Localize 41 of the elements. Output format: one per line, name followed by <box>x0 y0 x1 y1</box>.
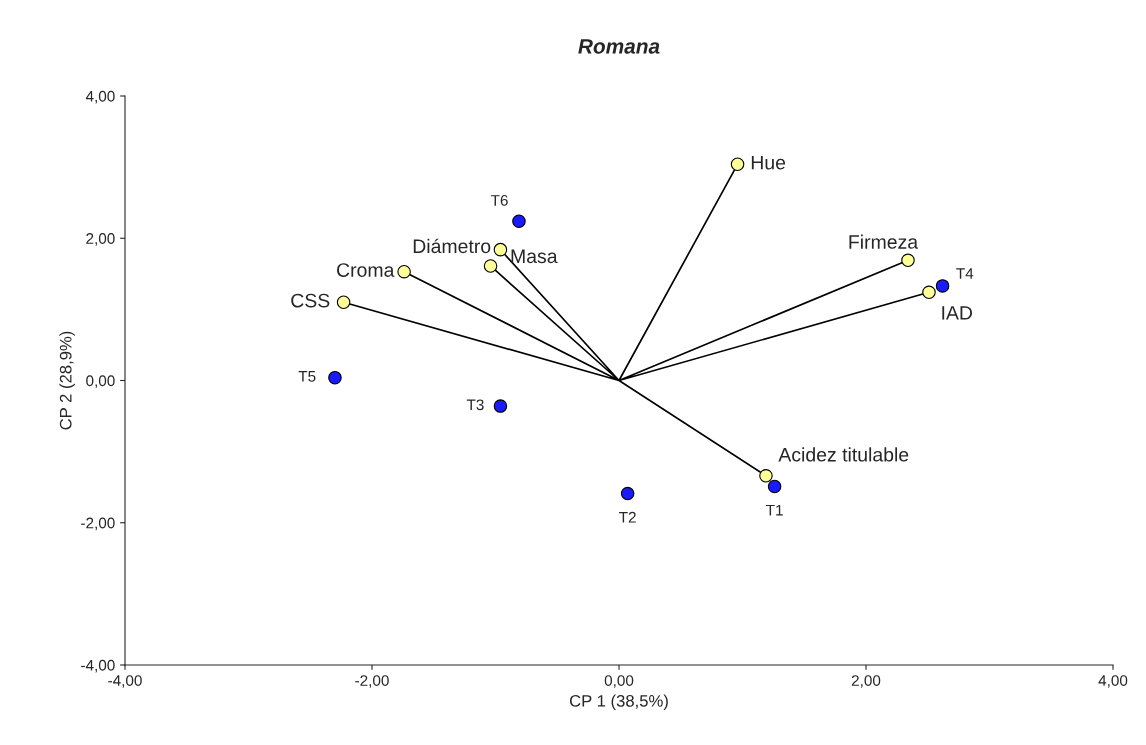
data-label: T5 <box>298 371 316 382</box>
point <box>493 242 508 257</box>
y-tick-label: 4,00 <box>85 90 115 104</box>
data-label: Acidez titulable <box>778 447 909 462</box>
data-label: Diámetro <box>413 238 491 254</box>
chart-title: Romana <box>578 39 660 54</box>
x-tick-label: -2,00 <box>355 675 389 688</box>
point <box>730 157 745 172</box>
x-tick-label: 2,00 <box>851 675 881 688</box>
data-label: Croma <box>337 263 395 277</box>
y-tick-label: 2,00 <box>86 233 115 246</box>
x-tick-label: 0,00 <box>604 675 634 688</box>
x-tick-label: 4,00 <box>1098 675 1128 688</box>
point <box>328 370 342 385</box>
point <box>935 279 950 293</box>
point <box>397 264 411 279</box>
data-label: IAD <box>942 306 973 320</box>
point <box>620 486 635 501</box>
point <box>336 295 351 310</box>
data-label: T3 <box>466 399 484 411</box>
data-label: T2 <box>619 511 636 523</box>
data-label: T1 <box>766 504 783 516</box>
data-label: CSS <box>291 293 330 308</box>
point <box>493 399 508 413</box>
y-tick-label: -2,00 <box>81 517 115 531</box>
data-label: Masa <box>511 249 558 264</box>
data-label: T4 <box>956 268 974 279</box>
x-tick-label: -4,00 <box>108 675 142 688</box>
y-axis-title: CP 2 (28,9%) <box>59 331 75 430</box>
point <box>759 469 773 483</box>
point <box>483 259 498 273</box>
point <box>767 479 782 494</box>
data-label: T6 <box>490 195 508 206</box>
data-label: Hue <box>751 155 786 170</box>
y-tick-label: 0,00 <box>86 375 115 388</box>
point <box>922 285 936 300</box>
data-label: Firmeza <box>849 234 919 249</box>
y-tick-label: -4,00 <box>81 659 115 673</box>
point <box>901 253 915 268</box>
point <box>512 214 526 228</box>
x-axis-title: CP 1 (38,5%) <box>569 694 668 711</box>
